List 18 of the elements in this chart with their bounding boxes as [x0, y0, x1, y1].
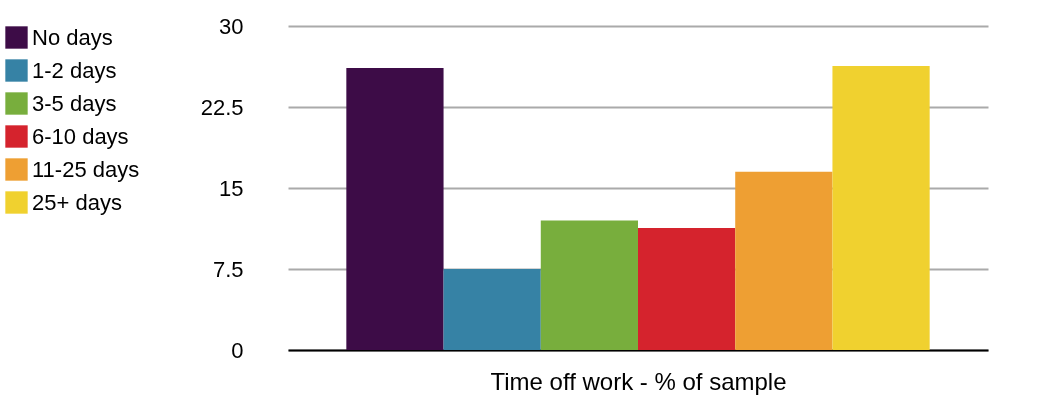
y-tick-label: 30 — [219, 13, 244, 39]
legend-label: 3-5 days — [32, 90, 117, 116]
y-tick-label: 22.5 — [200, 94, 244, 120]
bar — [638, 227, 736, 350]
legend-label: 6-10 days — [32, 123, 129, 149]
x-axis-title: Time off work - % of sample — [490, 367, 787, 395]
legend-label: 1-2 days — [32, 57, 117, 83]
legend-label: 25+ days — [32, 189, 122, 215]
legend-label: 11-25 days — [32, 156, 140, 182]
y-tick-label: 15 — [219, 175, 244, 201]
bar — [735, 171, 833, 350]
y-tick-label: 7.5 — [212, 256, 244, 282]
bar — [346, 68, 444, 350]
bar — [832, 65, 930, 350]
y-tick-label: 0 — [231, 337, 244, 363]
bar — [443, 269, 541, 350]
legend-label: No days — [32, 24, 113, 50]
bar — [540, 220, 638, 350]
